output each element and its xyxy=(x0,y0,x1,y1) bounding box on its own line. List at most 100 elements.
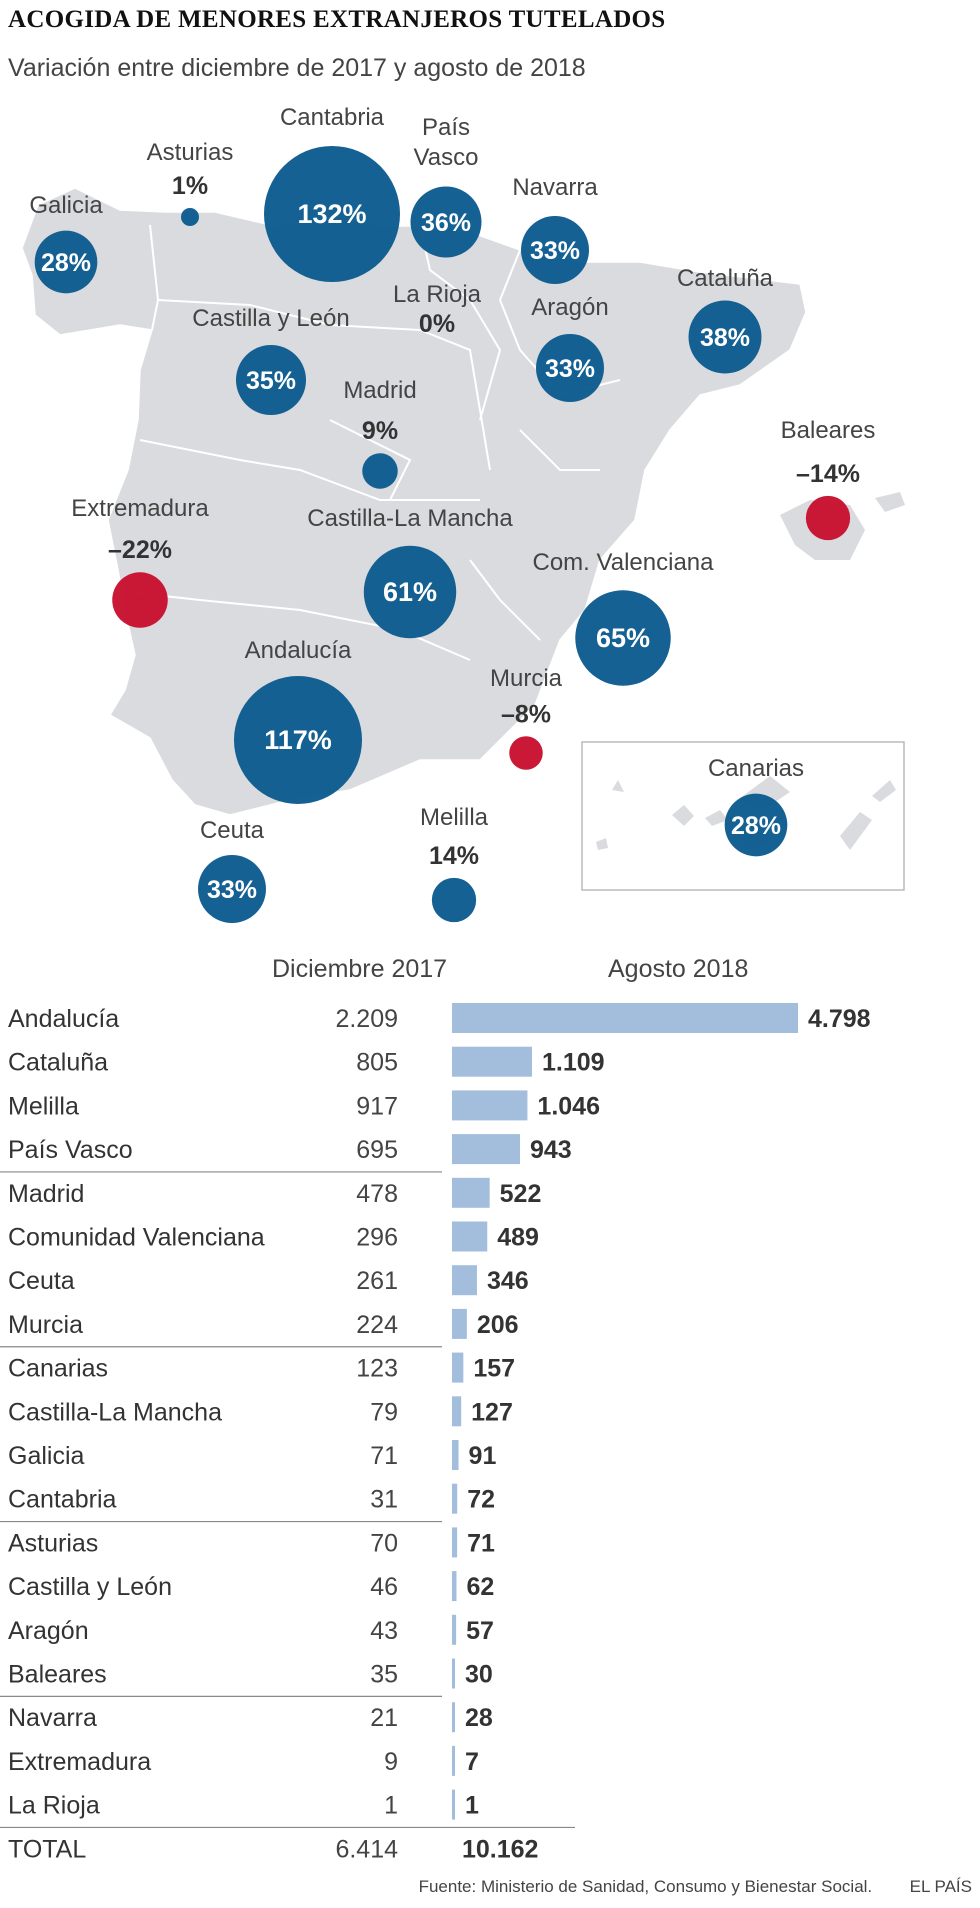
bar-label-aug-2018: 62 xyxy=(466,1573,494,1601)
bar-label-aug-2018: 522 xyxy=(500,1180,542,1208)
bubble-com-valenciana: Com. Valenciana 65% xyxy=(533,549,714,686)
table-row-melilla: Melilla 917 1.046 xyxy=(8,1090,600,1121)
region-pct-melilla: 14% xyxy=(429,842,479,870)
bubble-circle-navarra xyxy=(521,216,589,284)
bubble-cantabria: Cantabria 132% xyxy=(264,104,400,282)
table-row-total: TOTAL 6.414 10.162 xyxy=(8,1835,538,1863)
bar-label-aug-2018: 1.046 xyxy=(537,1092,600,1120)
bar-label-aug-2018: 28 xyxy=(465,1704,493,1732)
bubble-aragon: Aragón 33% xyxy=(531,294,609,402)
bar-aug-2018 xyxy=(452,1134,521,1165)
bubble-galicia: Galicia 28% xyxy=(29,192,103,294)
table-row-cantabria: Cantabria 31 72 xyxy=(8,1483,495,1514)
bubble-circle-madrid xyxy=(362,453,398,489)
row-name: País Vasco xyxy=(8,1136,133,1164)
region-pct-asturias: 1% xyxy=(172,172,208,200)
row-name: Ceuta xyxy=(8,1267,75,1295)
region-pct-castilla-la-mancha: 61% xyxy=(383,577,437,607)
bar-aug-2018 xyxy=(452,1614,457,1645)
region-name-navarra: Navarra xyxy=(512,174,598,201)
table-row-baleares: Baleares 35 30 xyxy=(8,1658,493,1689)
region-borders xyxy=(109,224,621,661)
row-value-dec-2017: 21 xyxy=(370,1704,398,1732)
row-name: Murcia xyxy=(8,1311,83,1339)
row-value-dec-2017: 695 xyxy=(356,1136,398,1164)
bubble-circle-galicia xyxy=(34,230,98,294)
bar-label-aug-2018: 127 xyxy=(471,1398,513,1426)
brand-text: EL PAÍS xyxy=(909,1877,972,1896)
region-pct-galicia: 28% xyxy=(41,249,91,277)
bubble-circle-ceuta xyxy=(198,855,266,923)
row-name: Castilla y León xyxy=(8,1573,172,1601)
bar-label-aug-2018: 91 xyxy=(469,1442,497,1470)
region-name-castilla-y-leon: Castilla y León xyxy=(192,305,349,332)
region-pct-castilla-y-leon: 35% xyxy=(246,367,296,395)
region-name-madrid: Madrid xyxy=(343,377,416,404)
spain-bubble-map: Galicia 28% Asturias 1% Cantabria 132% País Vas… xyxy=(21,104,905,923)
region-pct-andalucia: 117% xyxy=(264,725,332,755)
bar-label-aug-2018: 72 xyxy=(467,1486,495,1514)
bubble-murcia: Murcia –8% xyxy=(490,665,563,770)
region-name-murcia: Murcia xyxy=(490,665,563,692)
region-name-aragon: Aragón xyxy=(531,294,608,321)
table-row-canarias: Canarias 123 157 xyxy=(8,1352,515,1383)
total-dec-2017: 6.414 xyxy=(335,1835,398,1863)
region-name-asturias: Asturias xyxy=(147,139,234,166)
row-value-dec-2017: 70 xyxy=(370,1529,398,1557)
region-name-baleares: Baleares xyxy=(781,417,876,444)
region-pct-com-valenciana: 65% xyxy=(596,623,650,653)
bar-label-aug-2018: 57 xyxy=(466,1617,494,1645)
region-pct-la-rioja: 0% xyxy=(419,310,455,338)
table-row-galicia: Galicia 71 91 xyxy=(8,1440,496,1470)
bubble-circle-extremadura xyxy=(112,572,168,628)
chart-title: ACOGIDA DE MENORES EXTRANJEROS TUTELADOS xyxy=(8,6,666,33)
row-name: Madrid xyxy=(8,1180,84,1208)
bubble-asturias: Asturias 1% xyxy=(147,139,234,226)
bubble-circle-castilla-la-mancha xyxy=(363,545,457,639)
row-name: Castilla-La Mancha xyxy=(8,1398,222,1426)
row-value-dec-2017: 35 xyxy=(370,1661,398,1689)
row-value-dec-2017: 224 xyxy=(356,1311,398,1339)
bar-label-aug-2018: 157 xyxy=(473,1355,515,1383)
bubble-circle-castilla-y-leon xyxy=(235,344,307,416)
bubble-circle-melilla xyxy=(431,877,477,923)
bar-aug-2018 xyxy=(452,1440,459,1470)
bubble-circle-andalucia xyxy=(233,675,363,805)
bar-aug-2018 xyxy=(452,1658,455,1689)
row-name: Comunidad Valenciana xyxy=(8,1224,265,1252)
region-pct-madrid: 9% xyxy=(362,417,398,445)
source-text: Fuente: Ministerio de Sanidad, Consumo y… xyxy=(418,1877,873,1896)
table-row-navarra: Navarra 21 28 xyxy=(8,1702,493,1733)
row-name: Extremadura xyxy=(8,1748,151,1776)
table-row-cataluna: Cataluña 805 1.109 xyxy=(8,1046,605,1077)
bar-aug-2018 xyxy=(452,1571,457,1602)
bar-table: Andalucía 2.209 4.798 Cataluña 805 1.109 Melil… xyxy=(0,1003,871,1863)
row-value-dec-2017: 43 xyxy=(370,1617,398,1645)
bubble-melilla: Melilla 14% xyxy=(420,804,489,923)
bar-aug-2018 xyxy=(452,1483,458,1514)
table-row-murcia: Murcia 224 206 xyxy=(8,1308,519,1339)
region-pct-aragon: 33% xyxy=(545,355,595,383)
region-name-cataluna: Cataluña xyxy=(677,265,774,292)
table-row-comunidad-valenciana: Comunidad Valenciana 296 489 xyxy=(8,1221,539,1252)
row-value-dec-2017: 123 xyxy=(356,1355,398,1383)
row-value-dec-2017: 71 xyxy=(370,1442,398,1470)
bar-label-aug-2018: 7 xyxy=(465,1748,479,1776)
bar-aug-2018 xyxy=(452,1308,467,1339)
row-name: Aragón xyxy=(8,1617,89,1645)
row-value-dec-2017: 79 xyxy=(370,1398,398,1426)
row-value-dec-2017: 2.209 xyxy=(335,1005,398,1033)
table-row-aragon: Aragón 43 57 xyxy=(8,1614,494,1645)
table-row-ceuta: Ceuta 261 346 xyxy=(8,1265,529,1296)
region-pct-murcia: –8% xyxy=(501,700,551,728)
row-name: Melilla xyxy=(8,1092,79,1120)
table-row-castilla-la-mancha: Castilla-La Mancha 79 127 xyxy=(8,1396,513,1427)
bar-aug-2018 xyxy=(452,1745,455,1776)
bubble-circle-baleares xyxy=(805,495,851,541)
bar-aug-2018 xyxy=(452,1789,455,1820)
row-value-dec-2017: 1 xyxy=(384,1792,398,1820)
bar-label-aug-2018: 943 xyxy=(530,1136,572,1164)
column-header-ago-2018: Agosto 2018 xyxy=(608,955,749,983)
row-name: Cataluña xyxy=(8,1049,108,1077)
bar-label-aug-2018: 1.109 xyxy=(542,1049,605,1077)
